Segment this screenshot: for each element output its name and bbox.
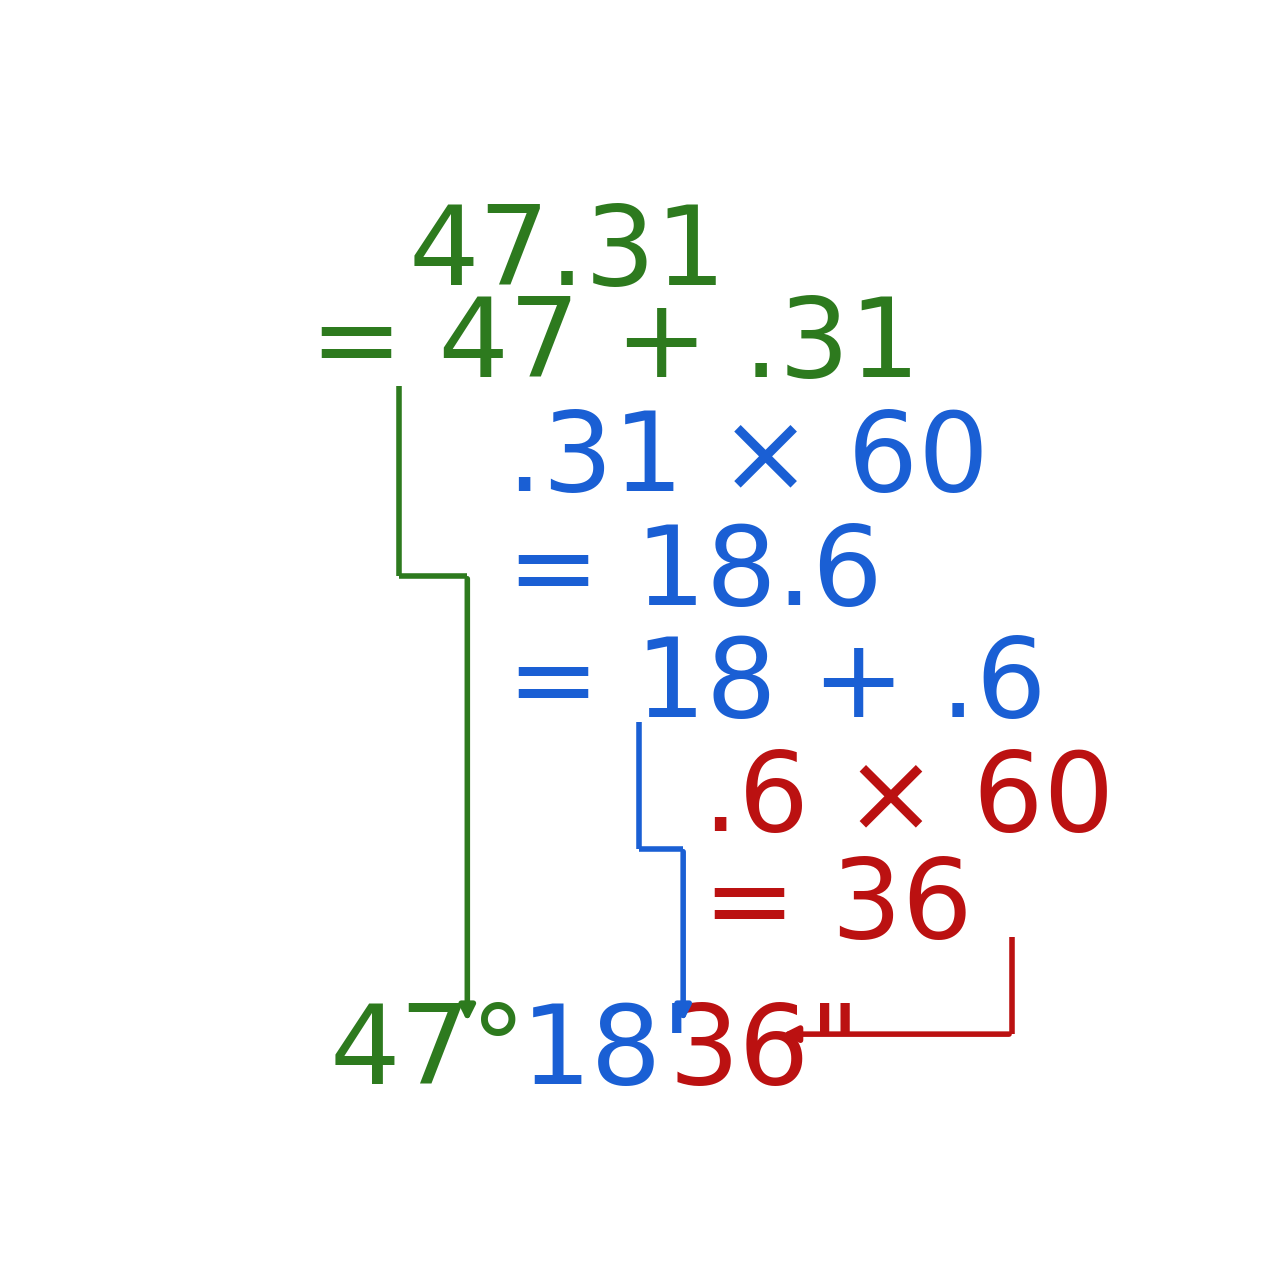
Text: = 47 + .31: = 47 + .31 [310,294,920,400]
Text: 18': 18' [522,1000,694,1108]
Text: = 18 + .6: = 18 + .6 [506,633,1046,739]
Text: 47°: 47° [330,1000,527,1108]
Text: 36": 36" [668,1000,861,1108]
Text: .31 × 60: .31 × 60 [506,408,989,514]
Text: = 36: = 36 [703,853,972,961]
Text: = 18.6: = 18.6 [506,520,882,628]
Text: .6 × 60: .6 × 60 [703,747,1114,853]
Text: 47.31: 47.31 [409,201,727,308]
